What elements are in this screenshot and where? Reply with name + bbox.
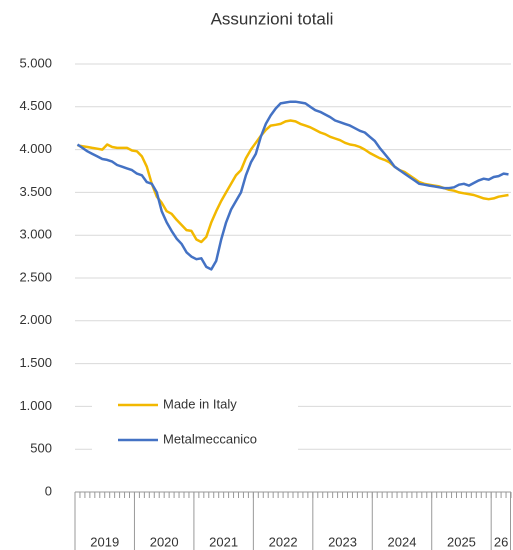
y-tick-label: 5.000 xyxy=(19,55,52,70)
x-group-label: 2024 xyxy=(388,534,417,549)
legend-box xyxy=(92,390,298,452)
x-group-label: 2019 xyxy=(90,534,119,549)
y-tick-label: 0 xyxy=(45,483,52,498)
x-group-label: 26 xyxy=(494,534,508,549)
legend-label: Metalmeccanico xyxy=(163,431,257,446)
y-tick-label: 3.500 xyxy=(19,184,52,199)
x-group-label: 2020 xyxy=(150,534,179,549)
series-line xyxy=(76,100,509,271)
series-line xyxy=(77,119,509,244)
legend-label: Made in Italy xyxy=(163,396,237,411)
y-tick-label: 2.500 xyxy=(19,269,52,284)
y-tick-label: 1.000 xyxy=(19,398,52,413)
y-tick-label: 1.500 xyxy=(19,355,52,370)
chart-title: Assunzioni totali xyxy=(211,9,334,28)
x-group-label: 2025 xyxy=(447,534,476,549)
y-tick-label: 2.000 xyxy=(19,312,52,327)
y-tick-label: 4.500 xyxy=(19,98,52,113)
y-tick-label: 3.000 xyxy=(19,227,52,242)
x-group-label: 2023 xyxy=(328,534,357,549)
y-tick-label: 4.000 xyxy=(19,141,52,156)
x-group-label: 2022 xyxy=(269,534,298,549)
x-group-label: 2021 xyxy=(209,534,238,549)
y-tick-label: 500 xyxy=(30,441,52,456)
